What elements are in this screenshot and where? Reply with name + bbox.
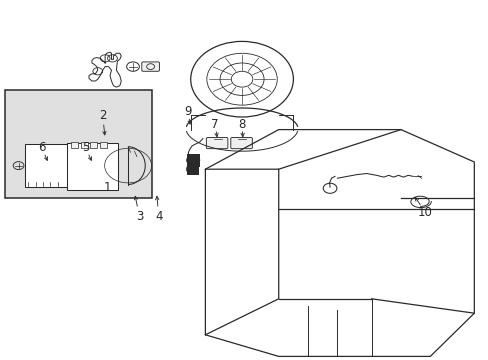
Text: 3: 3 <box>135 210 143 222</box>
Bar <box>71 142 78 148</box>
FancyBboxPatch shape <box>67 143 118 190</box>
Text: 10: 10 <box>417 206 432 219</box>
Text: 7: 7 <box>211 118 219 131</box>
Bar <box>81 142 87 148</box>
Text: 1: 1 <box>103 181 111 194</box>
Text: 9: 9 <box>184 105 192 118</box>
Bar <box>90 142 97 148</box>
Bar <box>5 90 151 198</box>
Text: 5: 5 <box>81 141 89 154</box>
Text: 8: 8 <box>238 118 245 131</box>
FancyBboxPatch shape <box>230 138 252 149</box>
FancyBboxPatch shape <box>142 62 159 71</box>
FancyBboxPatch shape <box>206 138 227 149</box>
Text: 2: 2 <box>99 109 106 122</box>
Bar <box>100 142 107 148</box>
Text: 6: 6 <box>38 141 45 154</box>
FancyBboxPatch shape <box>25 144 70 187</box>
Text: 4: 4 <box>155 210 163 222</box>
